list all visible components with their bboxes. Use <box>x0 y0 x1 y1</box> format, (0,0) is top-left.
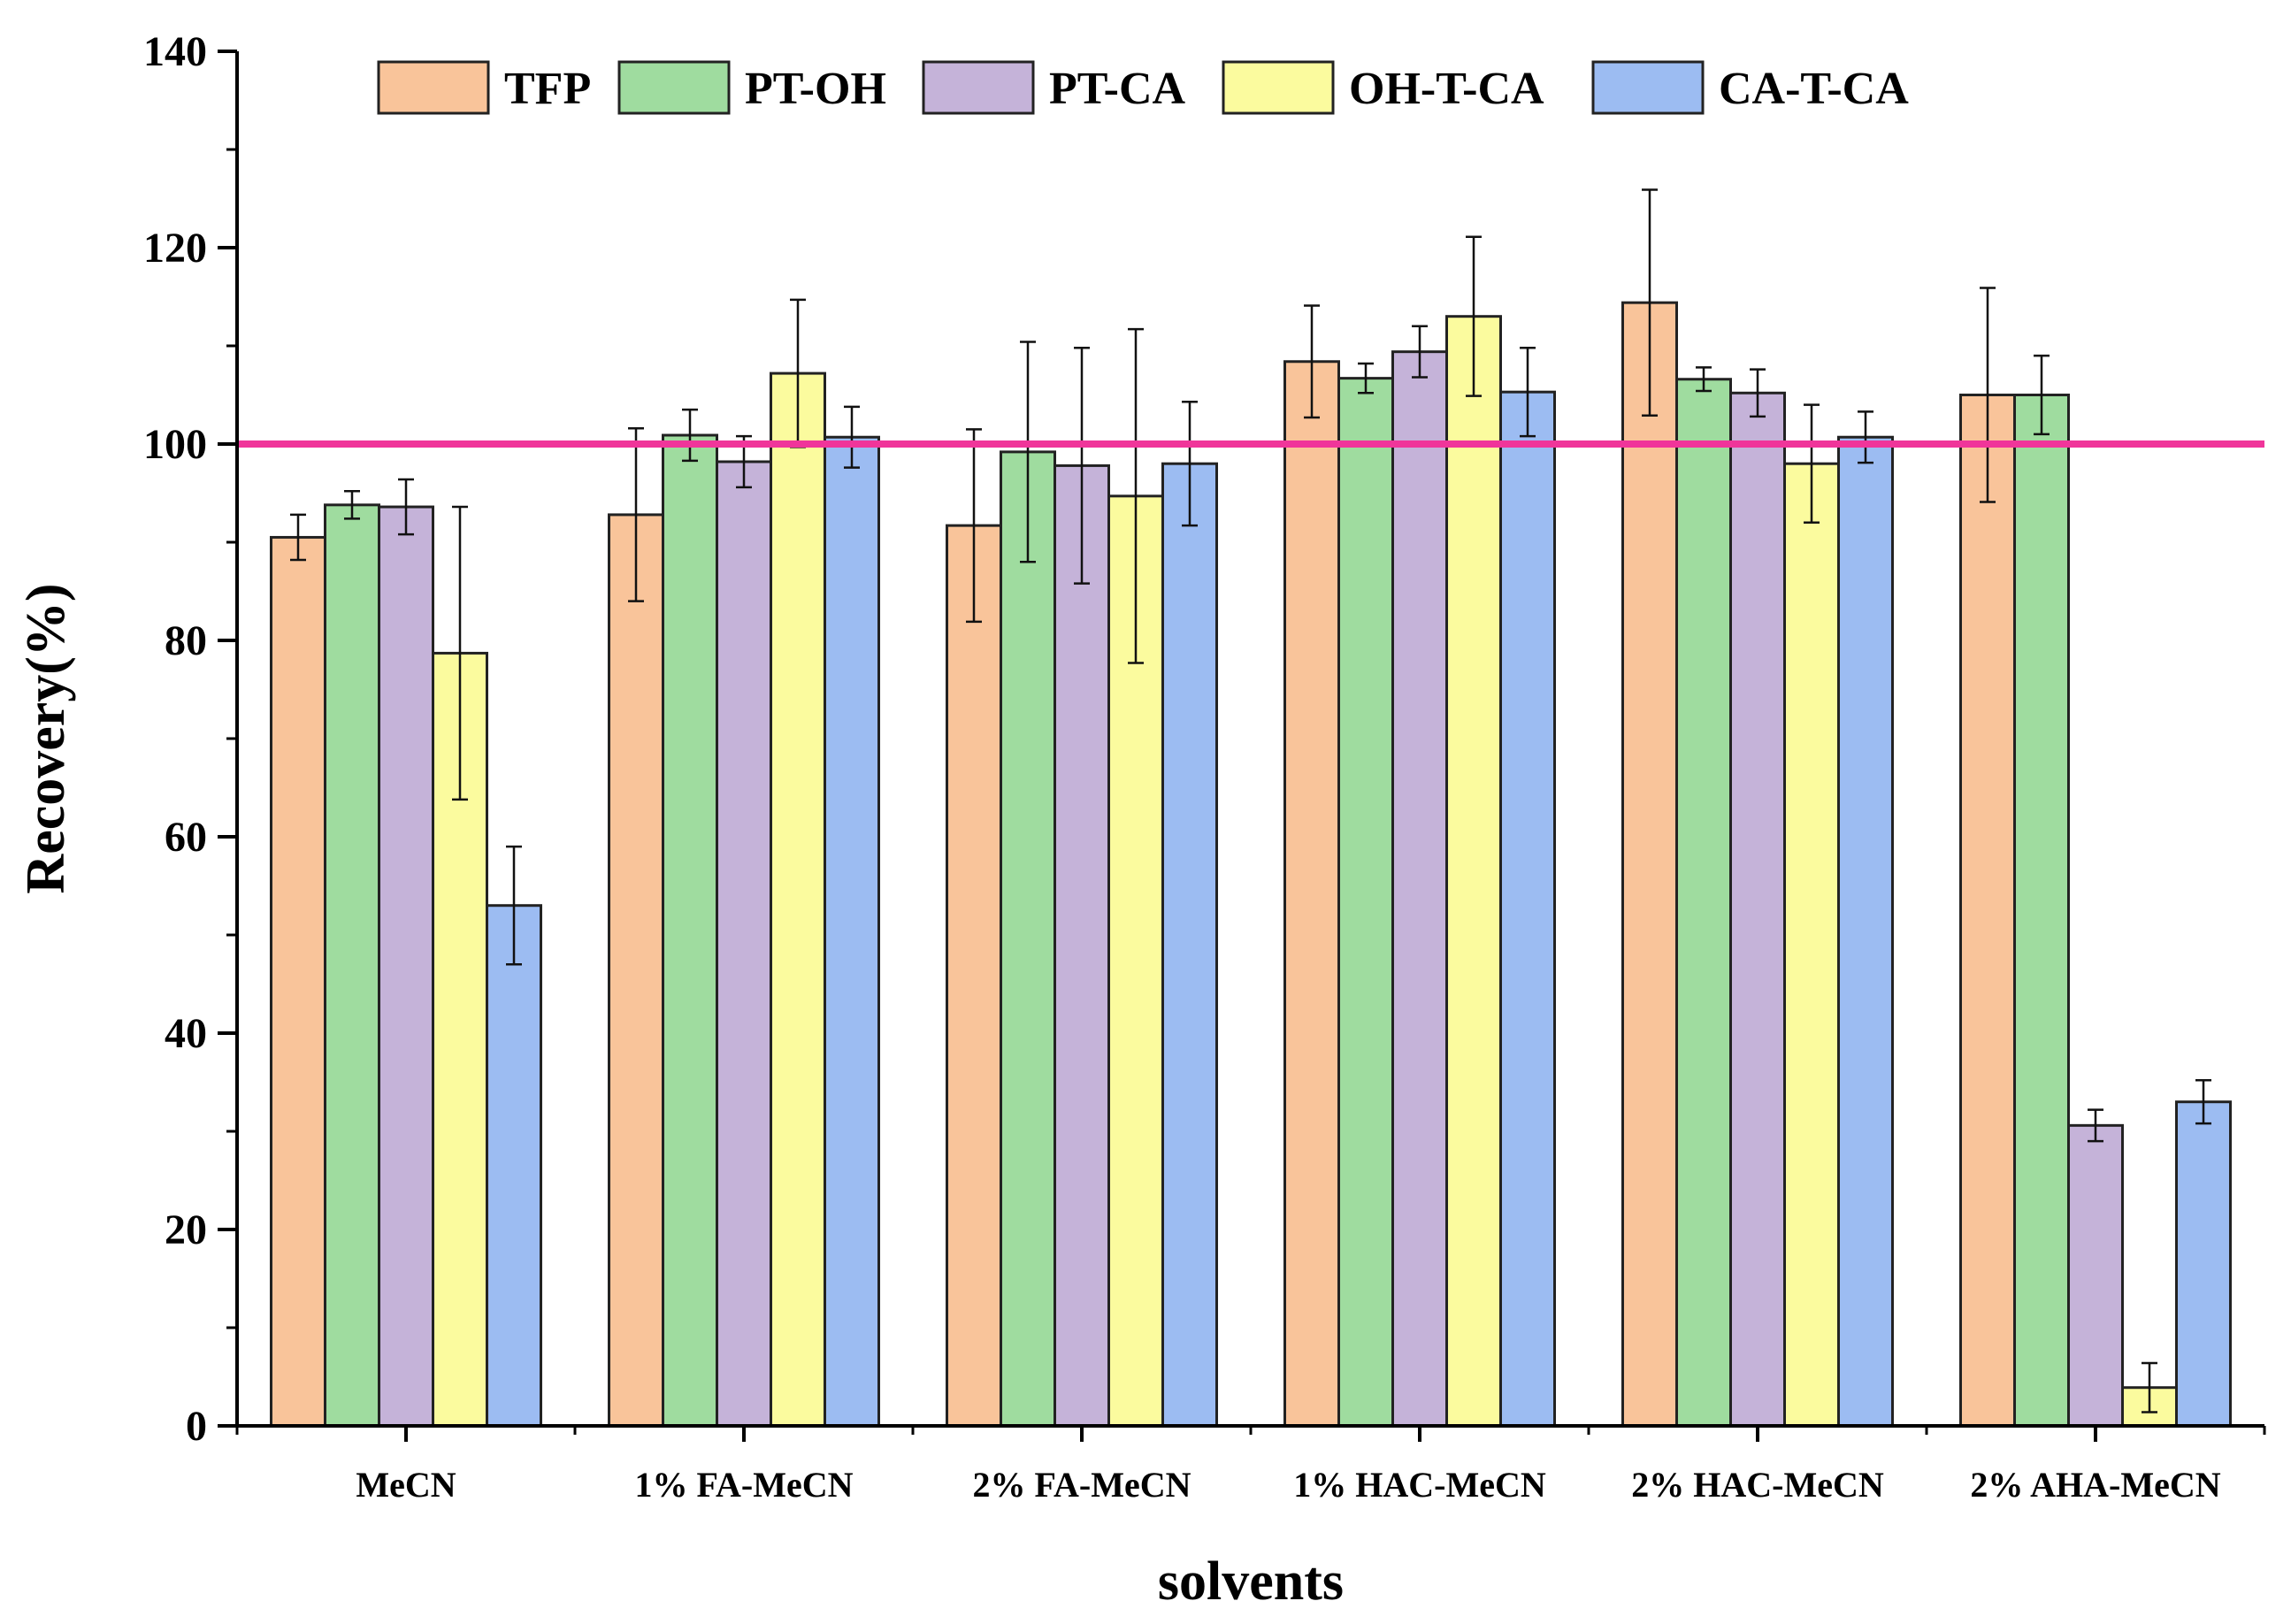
bar-tfp-6 <box>1959 394 2016 1428</box>
bar-pt-ca-4 <box>1391 350 1448 1428</box>
error-bar-tfp-4 <box>1304 304 1320 419</box>
error-bar-ca-t-ca-6 <box>2195 1079 2211 1125</box>
error-bar-ca-t-ca-5 <box>1858 410 1873 464</box>
error-bar-pt-oh-3 <box>1020 341 1036 563</box>
y-tick-label: 100 <box>143 421 207 468</box>
bar-pt-ca-3 <box>1054 463 1110 1428</box>
bar-pt-ca-1 <box>378 505 434 1428</box>
y-axis-ticks: 0 20 40 60 80 100 120 140 <box>143 28 237 1450</box>
bar-oh-t-ca-4 <box>1445 315 1502 1428</box>
error-bar-oh-t-ca-5 <box>1804 403 1820 525</box>
error-bar-tfp-1 <box>290 513 306 562</box>
error-bar-pt-ca-3 <box>1074 346 1090 585</box>
x-tick-label: 2% HAC-MeCN <box>1631 1465 1884 1505</box>
bar-pt-oh-6 <box>2013 394 2070 1428</box>
x-tick-label: MeCN <box>356 1465 456 1505</box>
legend-label-oh-t-ca: OH-T-CA <box>1349 64 1544 114</box>
bar-ca-t-ca-4 <box>1499 390 1556 1428</box>
error-bar-pt-ca-1 <box>398 478 414 536</box>
y-tick-label: 140 <box>143 28 207 75</box>
bar-tfp-3 <box>946 524 1002 1428</box>
error-bar-oh-t-ca-4 <box>1466 235 1482 397</box>
bar-pt-oh-5 <box>1675 378 1732 1428</box>
y-tick-label: 80 <box>165 617 207 664</box>
x-axis-title: solvents <box>1158 1551 1344 1612</box>
x-tick-label: 2% FA-MeCN <box>973 1465 1191 1505</box>
bars <box>270 301 2232 1428</box>
error-bar-pt-oh-4 <box>1358 362 1374 395</box>
bar-pt-ca-5 <box>1729 391 1786 1428</box>
bar-oh-t-ca-5 <box>1783 462 1840 1428</box>
bar-pt-ca-2 <box>716 460 772 1428</box>
bar-tfp-4 <box>1283 360 1340 1428</box>
x-axis-ticks: MeCN 1% FA-MeCN 2% FA-MeCN 1% HAC-MeCN 2% HA… <box>235 1426 2266 1505</box>
error-bar-tfp-3 <box>966 428 982 624</box>
bar-pt-ca-6 <box>2067 1123 2124 1428</box>
y-tick-label: 40 <box>165 1010 207 1057</box>
error-bar-oh-t-ca-1 <box>452 505 468 801</box>
legend-swatch-pt-oh <box>617 60 731 115</box>
x-tick-label: 2% AHA-MeCN <box>1970 1465 2220 1505</box>
bar-pt-oh-3 <box>1000 450 1056 1428</box>
bar-ca-t-ca-1 <box>486 904 542 1428</box>
bar-ca-t-ca-2 <box>824 435 880 1428</box>
legend-label-pt-ca: PT-CA <box>1049 64 1186 114</box>
error-bar-ca-t-ca-1 <box>506 845 522 966</box>
error-bar-pt-oh-5 <box>1696 366 1712 393</box>
bar-pt-oh-2 <box>662 433 718 1428</box>
bar-tfp-2 <box>608 513 664 1428</box>
legend-label-tfp: TFP <box>504 64 591 114</box>
error-bar-pt-oh-6 <box>2034 354 2050 436</box>
bar-tfp-1 <box>270 535 326 1428</box>
bar-ca-t-ca-5 <box>1837 435 1894 1428</box>
error-bar-ca-t-ca-2 <box>844 405 860 469</box>
error-bar-pt-oh-1 <box>344 490 360 520</box>
x-tick-label: 1% HAC-MeCN <box>1293 1465 1546 1505</box>
legend: TFP PT-OH PT-CA OH-T-CA CA-T-CA <box>377 60 1909 115</box>
legend-swatch-oh-t-ca <box>1222 60 1335 115</box>
error-bar-pt-ca-5 <box>1750 368 1766 418</box>
legend-label-pt-oh: PT-OH <box>745 64 886 114</box>
error-bar-pt-ca-6 <box>2088 1108 2103 1143</box>
y-tick-label: 0 <box>186 1403 207 1450</box>
y-tick-label: 20 <box>165 1207 207 1253</box>
error-bar-oh-t-ca-3 <box>1128 327 1144 664</box>
error-bar-ca-t-ca-3 <box>1182 401 1198 527</box>
bar-oh-t-ca-2 <box>770 372 826 1428</box>
error-bar-tfp-5 <box>1642 188 1658 417</box>
x-tick-label: 1% FA-MeCN <box>635 1465 854 1505</box>
bar-pt-oh-4 <box>1337 377 1394 1428</box>
error-bar-pt-oh-2 <box>682 408 698 463</box>
error-bar-ca-t-ca-4 <box>1520 346 1536 438</box>
bar-pt-oh-1 <box>324 503 380 1428</box>
error-bars <box>290 188 2211 1413</box>
y-axis-title: Recovery(%) <box>16 583 76 893</box>
legend-swatch-ca-t-ca <box>1591 60 1705 115</box>
bar-ca-t-ca-3 <box>1161 462 1218 1428</box>
bar-ca-t-ca-6 <box>2175 1100 2232 1428</box>
error-bar-pt-ca-4 <box>1412 325 1428 379</box>
legend-label-ca-t-ca: CA-T-CA <box>1719 64 1909 114</box>
error-bar-tfp-6 <box>1980 287 1996 503</box>
error-bar-oh-t-ca-6 <box>2142 1361 2157 1413</box>
y-tick-label: 120 <box>143 225 207 272</box>
y-tick-label: 60 <box>165 814 207 861</box>
error-bar-tfp-2 <box>628 426 644 602</box>
legend-swatch-pt-ca <box>922 60 1035 115</box>
legend-swatch-tfp <box>377 60 490 115</box>
bar-tfp-5 <box>1621 301 1678 1428</box>
